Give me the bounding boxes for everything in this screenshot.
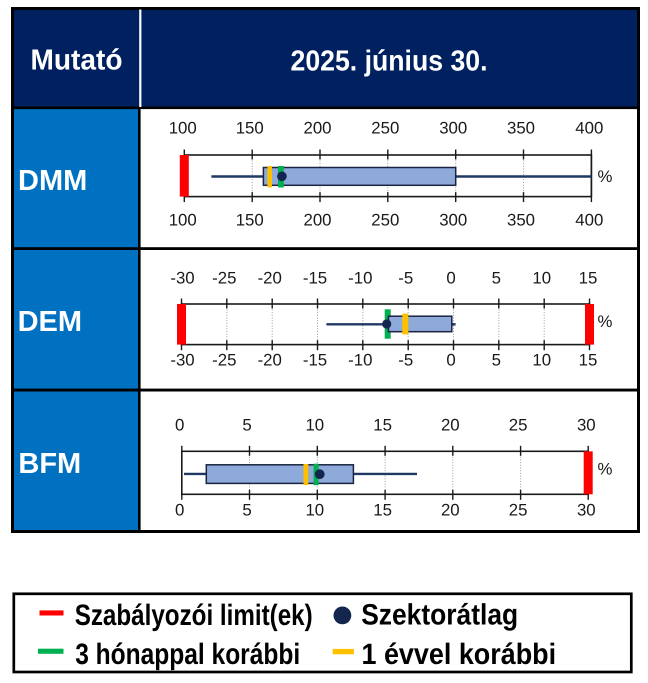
svg-text:-20: -20 — [258, 269, 282, 288]
svg-text:150: 150 — [236, 210, 264, 229]
svg-text:300: 300 — [439, 118, 467, 137]
svg-text:1 évvel korábbi: 1 évvel korábbi — [362, 638, 557, 671]
svg-text:15: 15 — [579, 269, 598, 288]
svg-text:30: 30 — [577, 501, 596, 520]
svg-text:-25: -25 — [212, 269, 236, 288]
svg-text:200: 200 — [304, 210, 332, 229]
svg-text:15: 15 — [579, 351, 598, 370]
svg-text:-10: -10 — [348, 351, 372, 370]
svg-text:200: 200 — [304, 118, 332, 137]
svg-text:350: 350 — [507, 118, 535, 137]
svg-text:100: 100 — [169, 118, 197, 137]
svg-text:150: 150 — [236, 118, 264, 137]
svg-text:-30: -30 — [170, 269, 194, 288]
svg-text:10: 10 — [532, 351, 551, 370]
svg-text:30: 30 — [577, 415, 596, 434]
svg-text:25: 25 — [509, 415, 528, 434]
svg-text:250: 250 — [371, 210, 399, 229]
svg-text:10: 10 — [305, 501, 324, 520]
svg-text:15: 15 — [373, 415, 392, 434]
svg-text:25: 25 — [509, 501, 528, 520]
svg-text:DMM: DMM — [18, 165, 87, 197]
svg-text:-5: -5 — [398, 351, 413, 370]
svg-text:10: 10 — [305, 415, 324, 434]
svg-text:BFM: BFM — [18, 448, 81, 480]
svg-text:-15: -15 — [303, 269, 327, 288]
svg-text:%: % — [598, 312, 613, 331]
svg-text:-30: -30 — [170, 351, 194, 370]
svg-text:DEM: DEM — [18, 306, 82, 338]
svg-text:%: % — [598, 460, 613, 479]
svg-text:0: 0 — [175, 501, 184, 520]
svg-text:0: 0 — [446, 351, 455, 370]
svg-text:2025. június 30.: 2025. június 30. — [291, 45, 488, 77]
svg-text:-25: -25 — [212, 351, 236, 370]
svg-text:Szabályozói limit(ek): Szabályozói limit(ek) — [75, 599, 313, 632]
svg-text:-5: -5 — [398, 269, 413, 288]
svg-text:5: 5 — [492, 269, 501, 288]
svg-text:400: 400 — [575, 118, 603, 137]
svg-text:250: 250 — [371, 118, 399, 137]
svg-text:0: 0 — [175, 415, 184, 434]
svg-text:300: 300 — [439, 210, 467, 229]
svg-text:Mutató: Mutató — [31, 45, 123, 77]
svg-text:0: 0 — [446, 269, 455, 288]
svg-text:400: 400 — [575, 210, 603, 229]
svg-text:5: 5 — [242, 415, 251, 434]
svg-text:20: 20 — [441, 415, 460, 434]
svg-text:-10: -10 — [348, 269, 372, 288]
svg-text:15: 15 — [373, 501, 392, 520]
svg-text:350: 350 — [507, 210, 535, 229]
svg-text:5: 5 — [492, 351, 501, 370]
svg-text:3 hónappal korábbi: 3 hónappal korábbi — [75, 638, 300, 671]
svg-text:%: % — [598, 167, 613, 186]
svg-text:-20: -20 — [258, 351, 282, 370]
svg-text:10: 10 — [532, 269, 551, 288]
svg-text:20: 20 — [441, 501, 460, 520]
svg-text:Szektorátlag: Szektorátlag — [361, 599, 518, 632]
svg-text:-15: -15 — [303, 351, 327, 370]
svg-text:5: 5 — [242, 501, 251, 520]
svg-text:100: 100 — [169, 210, 197, 229]
